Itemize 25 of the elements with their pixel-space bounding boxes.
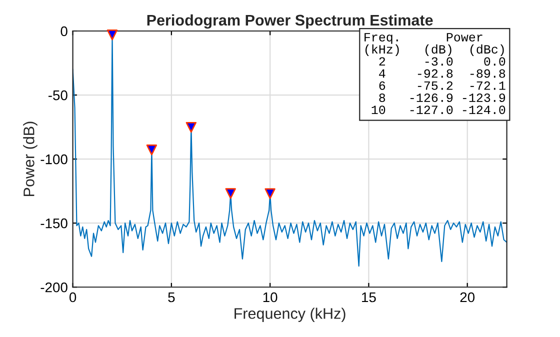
- y-tick-label: 0: [60, 26, 68, 36]
- annotation: 2 -3.0 0.0: [379, 57, 506, 66]
- y-tick-label: -100: [40, 154, 68, 164]
- point: [225, 188, 236, 199]
- annotation: (kHz) (dB) (dBc): [365, 44, 504, 56]
- x-axis-title: Frequency (kHz): [234, 308, 346, 322]
- x-tick-label: 10: [263, 292, 278, 302]
- y-tick-label: -150: [40, 218, 68, 228]
- y-tick-label: -200: [40, 282, 68, 292]
- x-tick-label: 15: [362, 292, 376, 302]
- point: [106, 29, 118, 40]
- point: [186, 122, 197, 133]
- point: [146, 144, 158, 156]
- annotation: Freq. Power: [364, 33, 482, 44]
- point: [264, 188, 276, 199]
- y-axis-title: Power (dB): [23, 122, 38, 196]
- chart-title: Periodogram Power Spectrum Estimate: [147, 14, 433, 29]
- x-tick-label: 0: [69, 292, 76, 302]
- annotation: 4 -92.8 -89.8: [379, 69, 506, 78]
- x-tick-label: 5: [168, 292, 175, 302]
- annotation: 8 -126.9 -123.9: [379, 94, 506, 102]
- annotation: 10 -127.0 -124.0: [372, 106, 506, 114]
- annotation: 6 -75.2 -72.1: [379, 81, 506, 90]
- y-tick-label: -50: [48, 90, 68, 100]
- x-tick-label: 20: [460, 292, 475, 302]
